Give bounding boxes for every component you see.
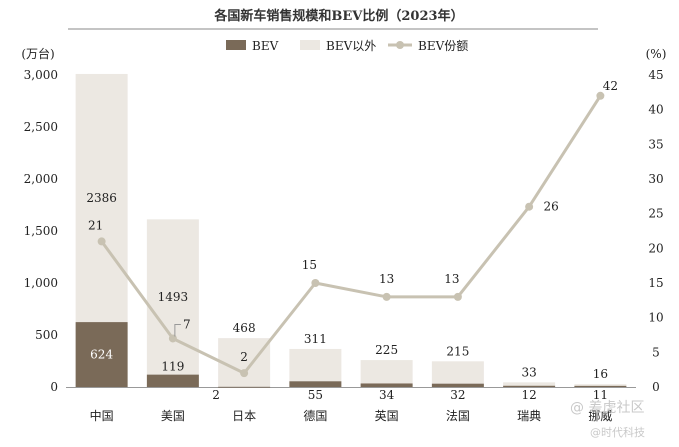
bar-bev — [503, 385, 556, 387]
category-label: 瑞典 — [517, 409, 541, 423]
bev-value-label: 34 — [379, 388, 395, 402]
bar-non-bev — [289, 348, 342, 382]
non-bev-value-label: 33 — [521, 365, 536, 379]
non-bev-value-label: 225 — [375, 343, 398, 357]
bar-bev — [431, 383, 484, 387]
legend-swatch-bev — [226, 40, 246, 50]
right-tick-label: 25 — [648, 207, 663, 221]
right-tick-label: 5 — [652, 345, 660, 359]
share-point — [311, 279, 320, 287]
bar-non-bev — [75, 73, 128, 323]
bev-value-label: 624 — [90, 348, 113, 362]
legend: BEV BEV以外 BEV份额 — [226, 39, 468, 53]
share-value-label: 7 — [183, 317, 191, 331]
share-value-label: 21 — [88, 218, 103, 232]
non-bev-value-label: 468 — [233, 321, 256, 335]
category-label: 日本 — [232, 409, 256, 423]
left-tick-label: 3,000 — [24, 68, 58, 82]
share-point — [453, 292, 462, 301]
bar-non-bev — [503, 382, 556, 386]
bar-bev — [75, 322, 128, 387]
left-axis-unit: (万台) — [21, 46, 54, 61]
right-tick-label: 45 — [648, 68, 663, 82]
bar-non-bev — [574, 384, 627, 386]
right-axis-ticks: 0 5 10 15 20 25 30 35 40 45 — [648, 68, 663, 394]
non-bev-value-label: 215 — [446, 344, 469, 358]
right-tick-label: 0 — [652, 380, 660, 394]
watermark-line1: @ 差虎社区 — [570, 400, 644, 416]
bar-non-bev — [146, 219, 199, 375]
bar-bev — [146, 374, 199, 387]
bars — [75, 73, 627, 388]
right-tick-label: 35 — [648, 137, 663, 151]
category-labels: 中国 美国 日本 德国 英国 法国 瑞典 挪威 — [90, 408, 613, 423]
left-tick-label: 1,500 — [24, 224, 58, 238]
chart-title: 各国新车销售规模和BEV比例（2023年） — [213, 8, 463, 24]
right-tick-label: 10 — [648, 311, 663, 325]
legend-label-share: BEV份额 — [418, 39, 468, 53]
right-tick-label: 30 — [648, 172, 663, 186]
bar-bev — [289, 381, 342, 387]
legend-label-bev: BEV — [252, 39, 279, 53]
bev-value-label: 119 — [161, 360, 184, 374]
non-bev-value-label: 16 — [593, 367, 608, 381]
right-tick-label: 20 — [648, 241, 663, 255]
right-axis-unit: (%) — [646, 47, 667, 61]
share-point — [168, 334, 177, 343]
share-point — [382, 292, 391, 301]
category-label: 中国 — [90, 408, 114, 423]
legend-swatch-non-bev — [300, 40, 320, 50]
bev-value-label: 55 — [308, 388, 323, 402]
non-bev-value-label: 2386 — [86, 191, 117, 205]
share-value-label: 26 — [543, 200, 558, 214]
watermark: @ 差虎社区 @时代科技 — [570, 400, 645, 439]
non-bev-value-label: 1493 — [158, 290, 189, 304]
category-label: 美国 — [161, 409, 185, 423]
share-point — [240, 369, 249, 378]
bar-bev — [218, 386, 271, 388]
bev-value-label: 12 — [521, 388, 536, 402]
left-axis-ticks: 0 500 1,000 1,500 2,000 2,500 3,000 — [24, 68, 58, 394]
bar-non-bev — [360, 360, 413, 384]
bev-value-label: 32 — [450, 388, 465, 402]
left-tick-label: 500 — [35, 328, 58, 342]
legend-label-non-bev: BEV以外 — [326, 39, 376, 53]
legend-marker-share — [396, 41, 404, 49]
left-tick-label: 1,000 — [24, 276, 58, 290]
bar-non-bev — [218, 338, 271, 387]
bar-non-bev — [431, 361, 484, 384]
bar-bev — [574, 385, 627, 387]
share-label-leader — [174, 323, 181, 337]
left-tick-label: 0 — [50, 380, 58, 394]
share-value-label: 42 — [603, 79, 618, 93]
category-label: 法国 — [446, 409, 470, 423]
right-tick-label: 15 — [648, 276, 663, 290]
category-label: 挪威 — [588, 409, 612, 423]
share-point — [97, 237, 106, 246]
share-point — [596, 91, 605, 100]
non-bev-value-label: 311 — [304, 332, 327, 346]
bev-value-label: 2 — [212, 388, 220, 402]
share-value-label: 2 — [240, 350, 248, 364]
right-tick-label: 40 — [648, 103, 663, 117]
share-value-label: 15 — [302, 258, 317, 272]
left-tick-label: 2,500 — [24, 120, 58, 134]
watermark-line2: @时代科技 — [590, 425, 645, 439]
left-tick-label: 2,000 — [24, 172, 58, 186]
bev-value-label: 11 — [593, 388, 608, 402]
category-label: 英国 — [375, 409, 399, 423]
share-value-label: 13 — [444, 272, 459, 286]
share-point — [525, 202, 534, 211]
share-line-path — [100, 94, 602, 375]
share-value-label: 13 — [379, 272, 394, 286]
bar-bev — [360, 383, 413, 387]
category-label: 德国 — [303, 408, 327, 423]
